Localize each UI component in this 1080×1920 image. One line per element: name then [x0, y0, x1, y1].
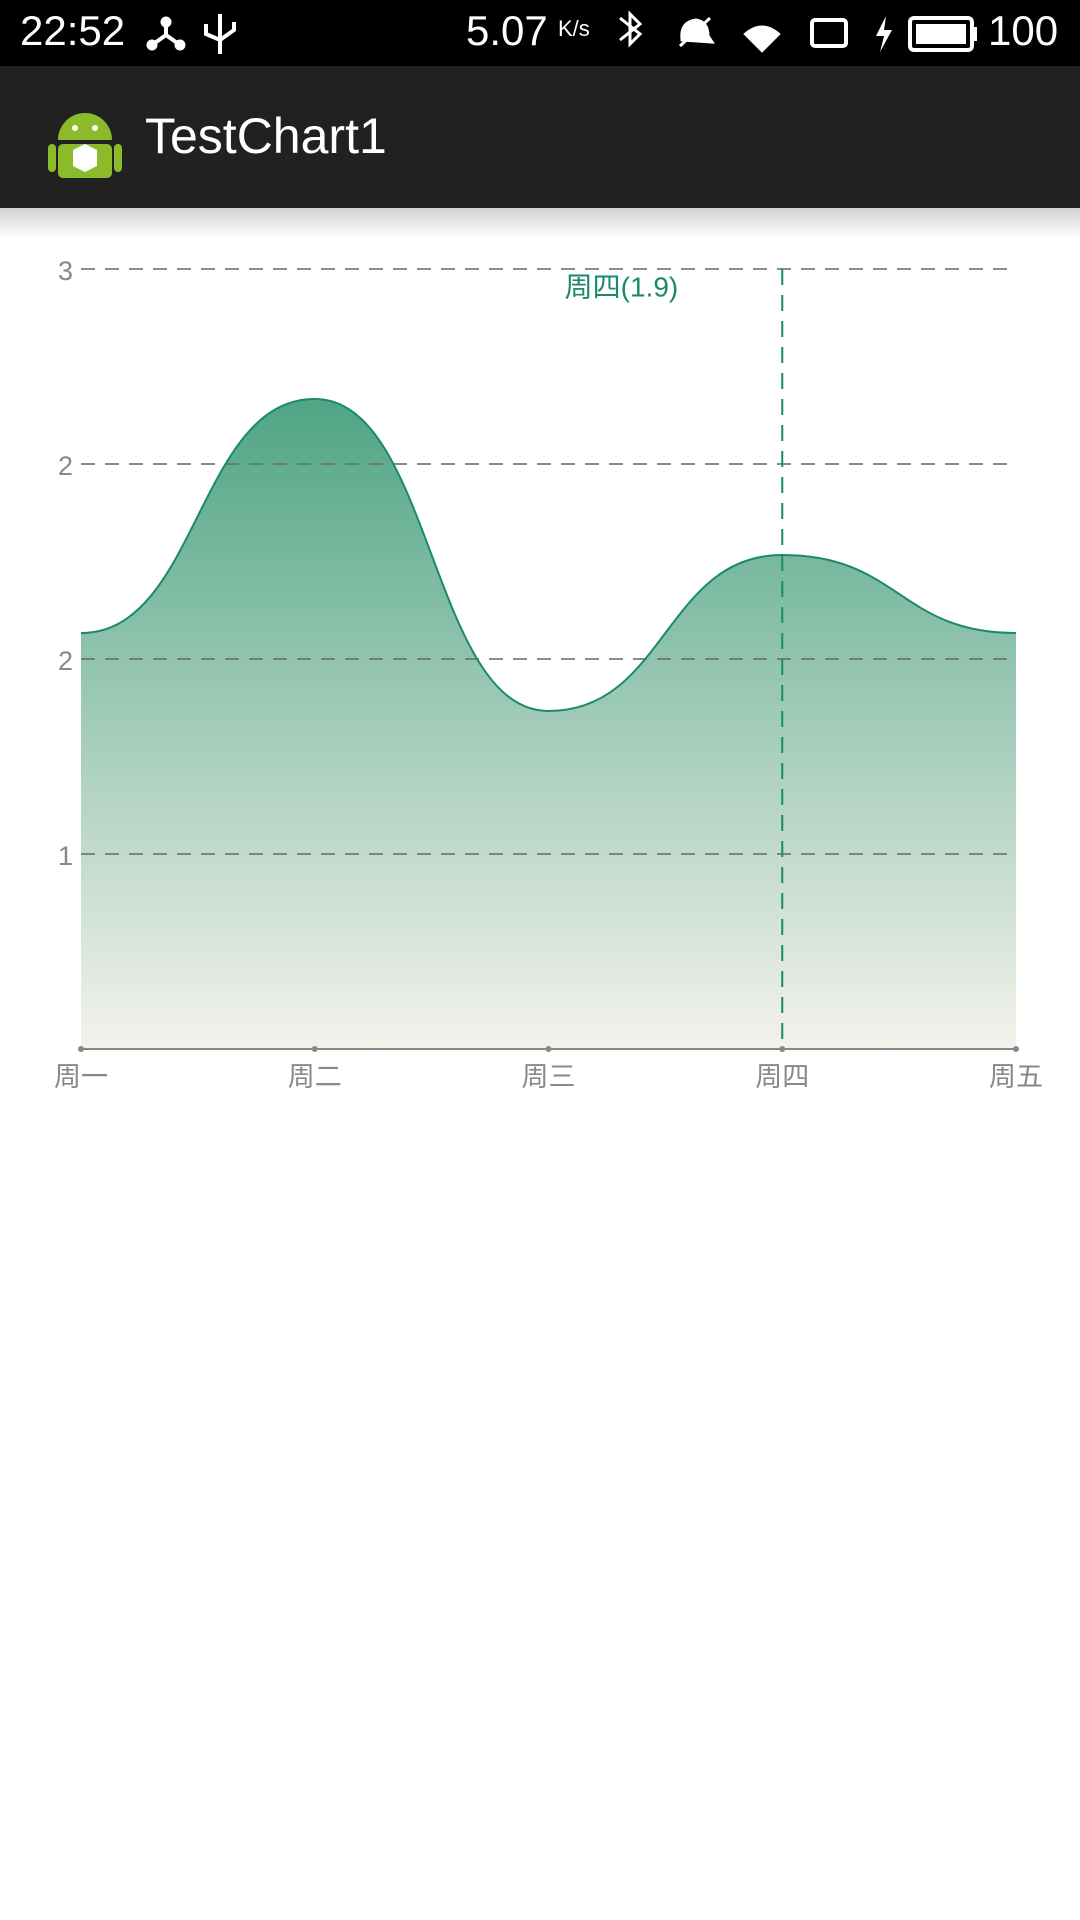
x-tick	[78, 1046, 84, 1052]
status-bar	[0, 0, 1080, 66]
x-tick	[545, 1046, 552, 1052]
x-tick	[1013, 1046, 1019, 1052]
x-tick-label: 周四	[755, 1062, 809, 1092]
x-tick	[779, 1046, 786, 1052]
x-tick	[311, 1046, 318, 1052]
app-bar	[0, 66, 1080, 208]
status-icons	[146, 10, 977, 54]
area	[81, 399, 1016, 1049]
battery-level: 100	[988, 7, 1058, 54]
y-tick-label: 1	[58, 841, 73, 871]
app-title: TestChart1	[145, 108, 387, 164]
chart: 1 2 2 3 周一 周二 周三 周四 周五 周四(1.9)	[54, 256, 1043, 1092]
app-bar-shadow	[0, 208, 1080, 238]
app-icon	[48, 113, 122, 178]
y-tick-label: 2	[58, 646, 73, 676]
x-tick-label: 周三	[522, 1062, 576, 1092]
x-tick-label: 周二	[288, 1062, 342, 1092]
net-speed: 5.07	[466, 7, 548, 54]
net-speed-unit: K/s	[558, 16, 590, 41]
x-tick-label: 周五	[989, 1062, 1043, 1092]
x-tick-label: 周一	[54, 1062, 108, 1092]
clock: 22:52	[20, 7, 125, 54]
line	[80, 397, 1017, 713]
y-tick-label: 2	[58, 451, 73, 481]
y-tick-label: 3	[58, 256, 73, 286]
highlight-label: 周四(1.9)	[565, 271, 679, 302]
